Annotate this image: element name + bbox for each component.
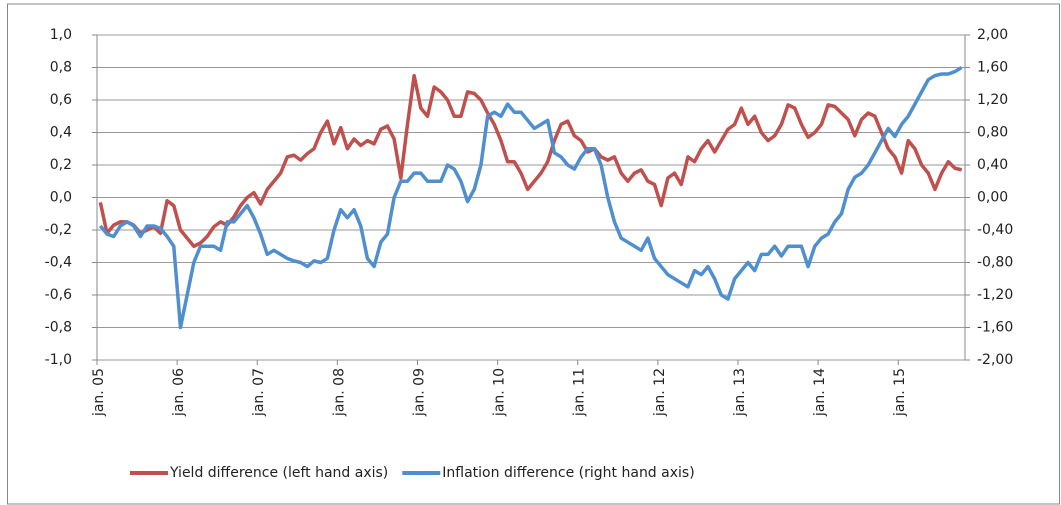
y2-tick-label: -1,20 (977, 287, 1013, 303)
y2-tick-label: 1,20 (977, 92, 1008, 108)
y-tick-label: -0,8 (45, 320, 72, 336)
y-tick-label: 0,4 (50, 125, 72, 141)
x-tick-label: jan. 06 (171, 368, 187, 417)
y-tick-label: -0,4 (45, 255, 72, 271)
y2-tick-label: -1,60 (977, 320, 1013, 336)
y2-tick-label: -2,00 (977, 352, 1013, 368)
x-tick-label: jan. 07 (251, 368, 267, 417)
x-tick-label: jan. 12 (652, 368, 668, 417)
y-tick-label: 0,6 (50, 92, 72, 108)
x-tick-label: jan. 15 (892, 368, 908, 417)
y-tick-label: 1,0 (50, 27, 72, 43)
y2-tick-label: 1,60 (977, 60, 1008, 76)
x-tick-label: jan. 08 (331, 368, 347, 417)
y-tick-label: -0,6 (45, 287, 72, 303)
x-tick-label: jan. 10 (492, 368, 508, 417)
y2-tick-label: -0,80 (977, 255, 1013, 271)
y2-tick-label: 0,80 (977, 125, 1008, 141)
x-tick-label: jan. 13 (732, 368, 748, 417)
y-tick-label: -0,2 (45, 222, 72, 238)
y2-tick-label: 2,00 (977, 27, 1008, 43)
legend-label: Inflation difference (right hand axis) (442, 465, 694, 481)
series-line (98, 66, 963, 330)
y-tick-label: -1,0 (45, 352, 72, 368)
y-tick-label: 0,0 (50, 190, 72, 206)
y2-tick-label: -0,40 (977, 222, 1013, 238)
x-tick-label: jan. 14 (812, 368, 828, 417)
x-tick-label: jan. 11 (572, 368, 588, 417)
series-line (98, 73, 963, 248)
y-tick-label: 0,8 (50, 60, 72, 76)
legend-label: Yield difference (left hand axis) (169, 465, 388, 481)
x-tick-label: jan. 05 (91, 368, 107, 417)
chart-border (7, 3, 1060, 505)
y2-tick-label: 0,00 (977, 190, 1008, 206)
y-tick-label: 0,2 (50, 157, 72, 173)
x-tick-label: jan. 09 (411, 368, 427, 417)
y2-tick-label: 0,40 (977, 157, 1008, 173)
